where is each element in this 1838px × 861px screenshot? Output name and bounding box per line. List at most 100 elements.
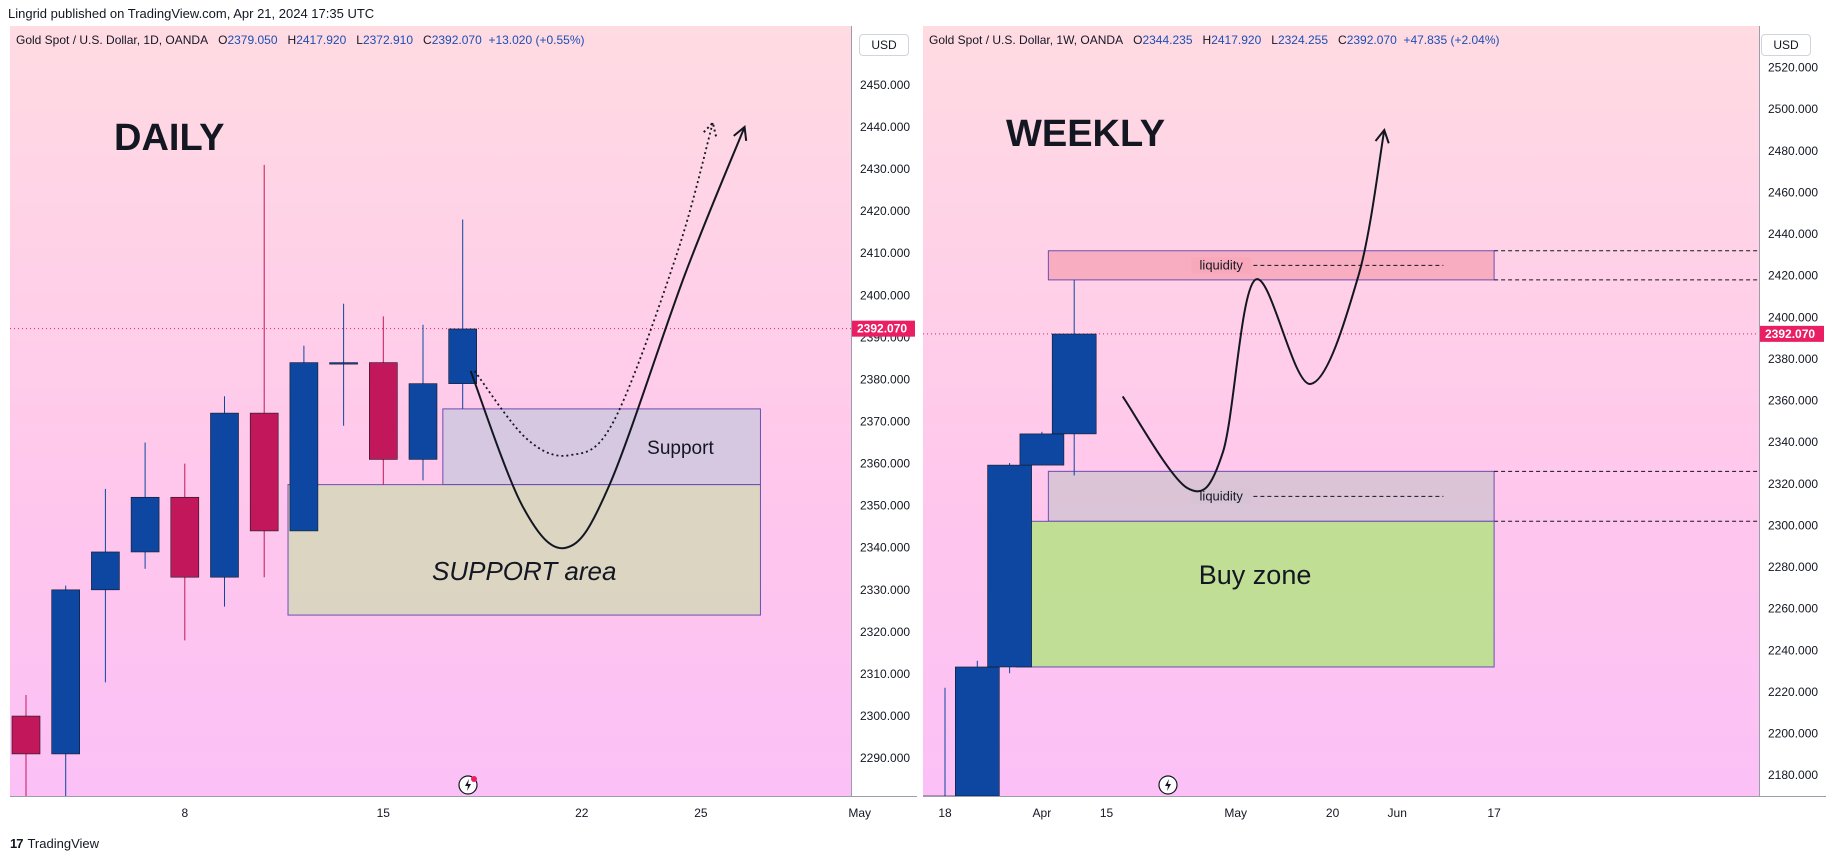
- weekly-high-label: H: [1202, 33, 1212, 47]
- weekly-candle-body-3: [1019, 433, 1065, 466]
- weekly-close-label: C: [1338, 33, 1347, 47]
- weekly-price-tag: [1760, 325, 1824, 342]
- weekly-y-tick-3: 2460.000: [1768, 185, 1818, 199]
- weekly-zone-label-1: liquidity: [1200, 488, 1244, 503]
- daily-high-value: 2417.920: [296, 33, 347, 47]
- weekly-y-tick-4: 2440.000: [1768, 227, 1818, 241]
- daily-zone-label-0: Support: [647, 438, 714, 459]
- daily-y-tick-10: 2350.000: [860, 499, 910, 513]
- weekly-high-value: 2417.920: [1211, 33, 1262, 47]
- daily-candle-body-5: [210, 412, 239, 578]
- daily-y-tick-14: 2310.000: [860, 667, 910, 681]
- daily-x-tick-4: May: [848, 806, 871, 820]
- daily-candle-body-8: [329, 362, 358, 365]
- daily-chart-panel: Support SUPPORT area DAILY Gold Spot / U.S…: [10, 26, 917, 827]
- daily-y-tick-12: 2330.000: [860, 583, 910, 597]
- weekly-x-tick-4: 20: [1326, 806, 1340, 820]
- daily-high-label: H: [287, 33, 297, 47]
- daily-low-value: 2372.910: [362, 33, 414, 47]
- daily-ohlc-legend: Gold Spot / U.S. Dollar, 1D, OANDA O2379…: [16, 33, 585, 47]
- footer-brand[interactable]: 17 TradingView: [10, 836, 99, 851]
- publisher-line: Lingrid published on TradingView.com, Ap…: [8, 6, 375, 21]
- daily-projection-path-1: [469, 126, 746, 550]
- weekly-ohlc-legend: Gold Spot / U.S. Dollar, 1W, OANDA O2344…: [929, 33, 1500, 47]
- daily-time-axis-svg: 8 15 22 25 May: [181, 806, 871, 820]
- weekly-y-tick-2: 2480.000: [1768, 144, 1818, 158]
- daily-y-tick-4: 2410.000: [860, 246, 910, 260]
- daily-lightning-glyph: [465, 779, 471, 791]
- daily-chart-svg: Support SUPPORT area DAILY: [10, 117, 851, 796]
- weekly-currency-button[interactable]: USD: [1761, 34, 1811, 56]
- weekly-y-tick-16: 2200.000: [1768, 727, 1818, 741]
- weekly-lightning-glyph: [1165, 779, 1171, 791]
- daily-notification-dot: [471, 776, 477, 782]
- daily-zone-1: [287, 484, 761, 616]
- weekly-y-tick-5: 2420.000: [1768, 269, 1818, 283]
- daily-open-value: 2379.050: [227, 33, 278, 47]
- weekly-close-value: 2392.070: [1346, 33, 1397, 47]
- daily-y-tick-2: 2430.000: [860, 162, 910, 176]
- weekly-zone-label-0: liquidity: [1200, 257, 1244, 272]
- daily-y-tick-11: 2340.000: [860, 541, 910, 555]
- weekly-time-axis[interactable]: 18 Apr 15 May 20 Jun 17: [923, 796, 1826, 827]
- daily-x-tick-1: 15: [377, 806, 391, 820]
- weekly-zone-0: [1047, 250, 1495, 281]
- weekly-projection-arrowhead-0: [1374, 128, 1390, 144]
- weekly-time-axis-svg: 18 Apr 15 May 20 Jun 17: [938, 806, 1501, 820]
- daily-change-value: +13.020 (+0.55%): [488, 33, 585, 47]
- daily-candle-body-10: [408, 383, 438, 460]
- daily-x-tick-3: 25: [694, 806, 708, 820]
- weekly-projection-path-0: [1121, 129, 1386, 493]
- weekly-zone-2: [1015, 520, 1495, 668]
- daily-timeframe-annotation: DAILY: [114, 117, 225, 159]
- weekly-y-tick-10: 2320.000: [1768, 477, 1818, 491]
- daily-candle-body-9: [368, 362, 398, 460]
- daily-zone-label-1: SUPPORT area: [432, 556, 616, 586]
- weekly-plot-area[interactable]: liquidity liquidity Buy zone WEEKLY Gold Sp…: [923, 26, 1760, 796]
- weekly-y-tick-6: 2400.000: [1768, 310, 1818, 324]
- weekly-x-tick-3: May: [1224, 806, 1247, 820]
- daily-candle-body-3: [130, 496, 160, 553]
- weekly-y-tick-9: 2340.000: [1768, 435, 1818, 449]
- daily-y-tick-8: 2370.000: [860, 415, 910, 429]
- tradingview-logo-icon: 17: [10, 836, 24, 851]
- daily-zone-0: [442, 408, 761, 486]
- weekly-timeframe-annotation: WEEKLY: [1006, 113, 1165, 155]
- weekly-low-label: L: [1271, 33, 1278, 47]
- weekly-y-tick-15: 2220.000: [1768, 685, 1818, 699]
- weekly-y-tick-7: 2380.000: [1768, 352, 1818, 366]
- daily-y-tick-16: 2290.000: [860, 751, 910, 765]
- weekly-x-tick-2: 15: [1100, 806, 1114, 820]
- weekly-change-value: +47.835 (+2.04%): [1403, 33, 1500, 47]
- daily-y-tick-7: 2380.000: [860, 372, 910, 386]
- daily-low-label: L: [356, 33, 363, 47]
- daily-open-label: O: [218, 33, 228, 47]
- daily-y-tick-1: 2440.000: [860, 120, 910, 134]
- daily-candle-body-2: [91, 551, 120, 591]
- daily-candle-body-1: [51, 589, 81, 755]
- footer-brand-label: TradingView: [27, 836, 100, 851]
- daily-currency-button[interactable]: USD: [859, 34, 909, 56]
- weekly-open-value: 2344.235: [1142, 33, 1193, 47]
- weekly-y-tick-8: 2360.000: [1768, 394, 1818, 408]
- weekly-y-tick-0: 2520.000: [1768, 61, 1818, 75]
- daily-x-tick-2: 22: [575, 806, 589, 820]
- weekly-price-axis[interactable]: 2520.000 2500.000 2480.000 2460.000 2440.000…: [1760, 26, 1826, 796]
- weekly-x-tick-1: Apr: [1033, 806, 1052, 820]
- weekly-chart-panel: liquidity liquidity Buy zone WEEKLY Gold Sp…: [923, 26, 1826, 827]
- weekly-candle-body-2: [987, 464, 1032, 668]
- weekly-y-tick-12: 2280.000: [1768, 560, 1818, 574]
- weekly-x-tick-5: Jun: [1388, 806, 1407, 820]
- daily-y-tick-9: 2360.000: [860, 457, 910, 471]
- weekly-candle-body-4: [1051, 333, 1097, 435]
- daily-candle-body-7: [289, 362, 319, 532]
- daily-y-tick-5: 2400.000: [860, 288, 910, 302]
- daily-plot-area[interactable]: Support SUPPORT area DAILY Gold Spot / U.S…: [10, 26, 852, 796]
- weekly-x-tick-6: 17: [1487, 806, 1501, 820]
- daily-time-axis[interactable]: 8 15 22 25 May: [10, 796, 917, 827]
- weekly-y-tick-17: 2180.000: [1768, 768, 1818, 782]
- weekly-x-tick-0: 18: [938, 806, 952, 820]
- daily-y-tick-3: 2420.000: [860, 204, 910, 218]
- daily-price-axis[interactable]: 2450.000 2440.000 2430.000 2420.000 2410.000…: [852, 26, 917, 796]
- daily-y-tick-0: 2450.000: [860, 78, 910, 92]
